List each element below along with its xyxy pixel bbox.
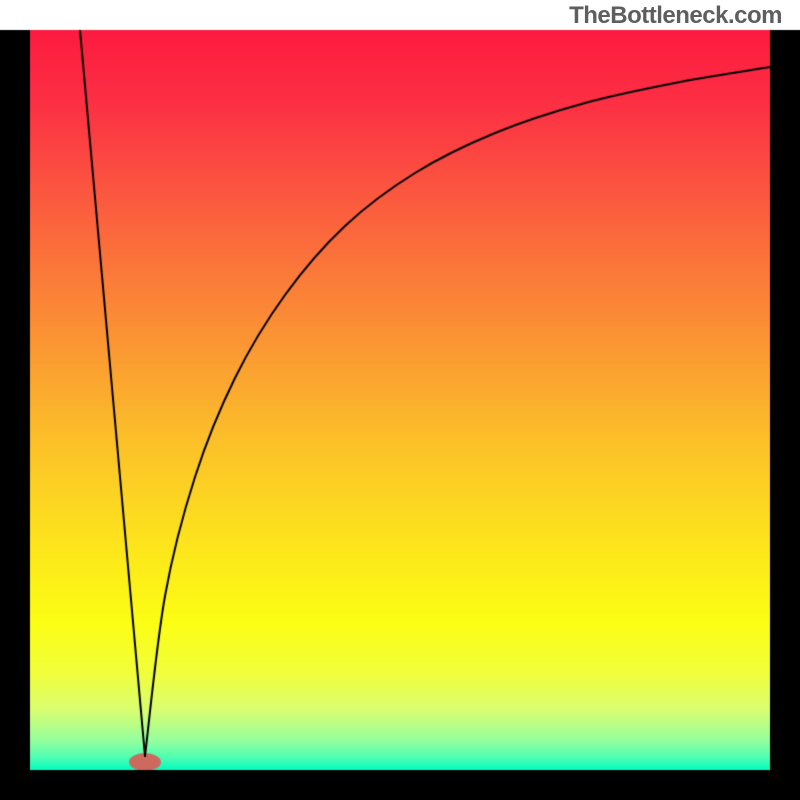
watermark-label: TheBottleneck.com bbox=[569, 2, 782, 30]
bottleneck-chart-canvas bbox=[0, 0, 800, 800]
chart-container: TheBottleneck.com bbox=[0, 0, 800, 800]
